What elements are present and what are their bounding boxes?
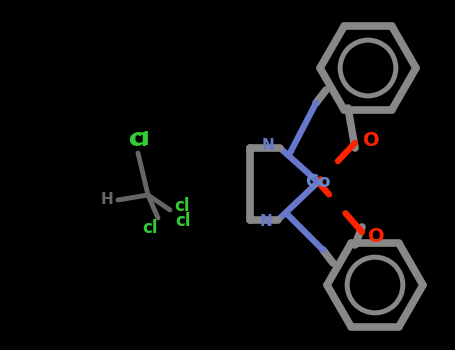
- Text: H: H: [100, 193, 113, 208]
- Text: Cl: Cl: [128, 132, 148, 150]
- Text: cl: cl: [175, 212, 191, 230]
- Text: O: O: [368, 226, 384, 245]
- Text: N: N: [262, 139, 274, 154]
- Text: Cl: Cl: [130, 131, 150, 149]
- Text: cl: cl: [174, 197, 190, 215]
- Text: Co: Co: [305, 173, 331, 191]
- Text: cl: cl: [142, 219, 158, 237]
- Text: N: N: [260, 215, 273, 230]
- Text: O: O: [363, 132, 379, 150]
